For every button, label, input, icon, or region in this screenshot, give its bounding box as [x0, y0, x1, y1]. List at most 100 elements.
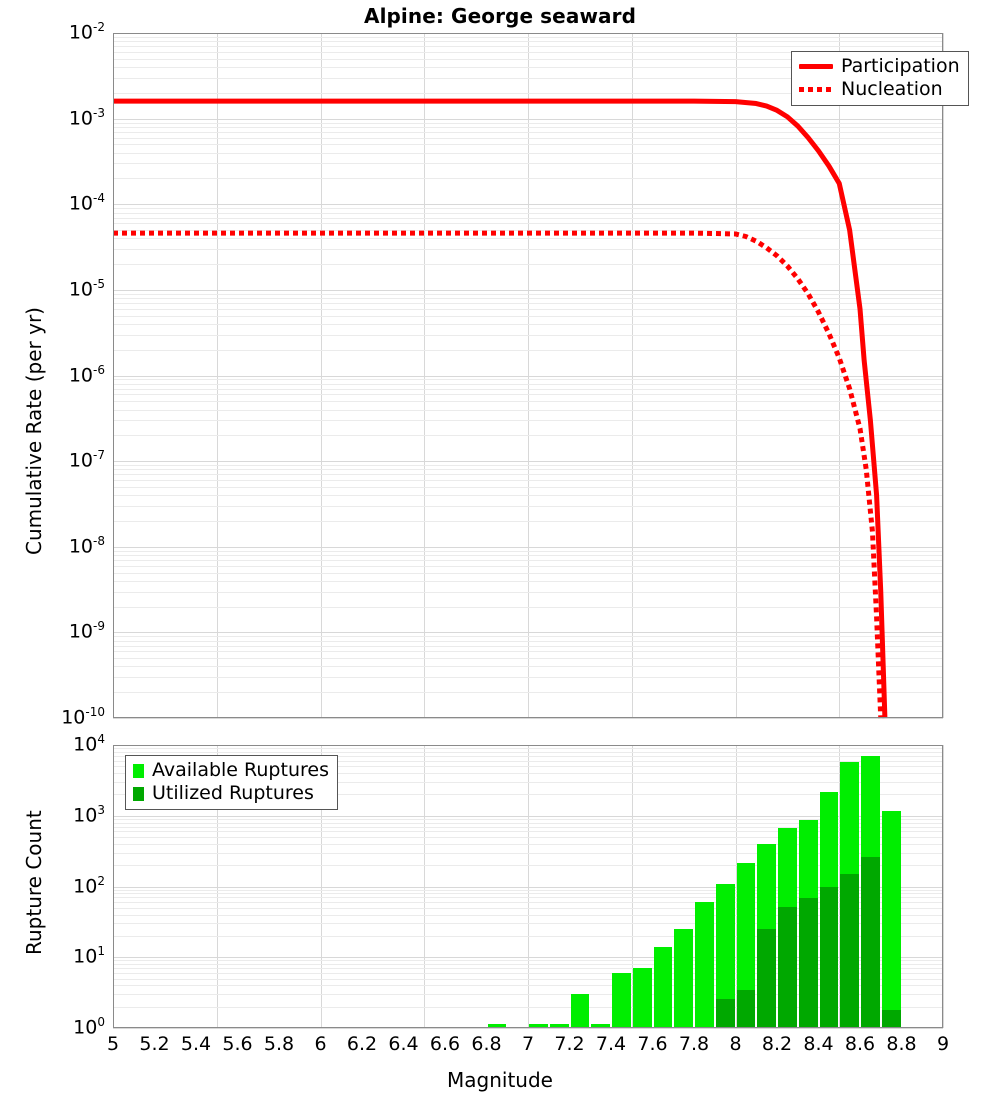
gridline-horizontal-minor: [113, 401, 943, 403]
gridline-horizontal-minor: [113, 208, 943, 210]
gridline-horizontal-minor: [113, 640, 943, 642]
gridline-horizontal-minor: [113, 298, 943, 300]
gridline-horizontal-minor: [113, 122, 943, 124]
gridline-horizontal-minor: [113, 773, 943, 775]
x-tick-label: 6: [314, 1033, 327, 1055]
x-tick-label: 8: [729, 1033, 742, 1055]
bar-group: [612, 745, 631, 1028]
gridline-horizontal-minor: [113, 666, 943, 668]
gridline-horizontal-minor: [113, 843, 943, 845]
gridline-horizontal-minor: [113, 985, 943, 987]
legend-label: Nucleation: [841, 78, 943, 100]
y-tick-label: 10-6: [68, 362, 105, 386]
gridline-horizontal: [113, 745, 943, 746]
bar-available-ruptures: [632, 968, 652, 1028]
gridline-horizontal: [113, 289, 943, 291]
solid-line-swatch-icon: [799, 64, 833, 69]
gridline-horizontal-minor: [113, 831, 943, 833]
gridline-horizontal-minor: [113, 550, 943, 552]
gridline-horizontal: [113, 461, 943, 463]
gridline-horizontal-minor: [113, 379, 943, 381]
top-plot-legend: Participation Nucleation: [791, 51, 969, 106]
page-title: Alpine: George seaward: [363, 4, 636, 28]
bar-group: [715, 745, 735, 1028]
gridline-horizontal-minor: [113, 964, 943, 966]
cumulative-rate-plot: [113, 33, 944, 719]
gridline-horizontal-minor: [113, 914, 943, 916]
bottom-plot-legend: Available Ruptures Utilized Ruptures: [125, 755, 338, 810]
bar-available-ruptures: [736, 862, 756, 1028]
y-tick-label: 10-8: [68, 533, 105, 558]
bar-utilized-ruptures: [715, 998, 735, 1028]
bar-available-ruptures: [674, 929, 693, 1028]
legend-label: Utilized Ruptures: [152, 782, 314, 804]
x-tick-label: 8.4: [803, 1033, 834, 1055]
gridline-horizontal-minor: [113, 755, 943, 757]
gridline-horizontal-minor: [113, 36, 943, 38]
gridline-horizontal-minor: [113, 144, 943, 146]
bar-available-ruptures: [695, 902, 714, 1028]
bar-group: [529, 745, 548, 1028]
gridline-horizontal-minor: [113, 435, 943, 437]
legend-label: Available Ruptures: [152, 759, 329, 781]
x-tick-label: 7.8: [678, 1033, 710, 1055]
gridline-horizontal-minor: [113, 972, 943, 974]
gridline-horizontal: [113, 1028, 943, 1029]
x-tick-label: 7.2: [554, 1033, 585, 1055]
gridline-horizontal-minor: [113, 51, 943, 53]
gridline-horizontal-minor: [113, 822, 943, 824]
x-tick-label: 5.4: [180, 1033, 212, 1055]
gridline-horizontal-minor: [113, 935, 943, 937]
gridline-horizontal-minor: [113, 420, 943, 422]
bar-group: [653, 745, 673, 1028]
gridline-horizontal: [113, 375, 943, 377]
legend-label: Participation: [841, 55, 960, 77]
bar-available-ruptures: [881, 811, 901, 1028]
x-tick-label: 6.8: [471, 1033, 502, 1055]
gridline-horizontal-minor: [113, 334, 943, 336]
y-tick-label: 10-10: [61, 705, 105, 729]
y-tick-label: 10-7: [68, 448, 105, 472]
gridline-horizontal-minor: [113, 818, 943, 820]
gridline-horizontal-minor: [113, 46, 943, 48]
gridline-horizontal-minor: [113, 349, 943, 351]
gridline-horizontal-minor: [113, 760, 943, 762]
gridline-horizontal-minor: [113, 293, 943, 295]
y-tick-label: 101: [73, 944, 105, 968]
bar-utilized-ruptures: [861, 857, 880, 1028]
top-plot-y-axis-label: Cumulative Rate (per yr): [22, 307, 46, 555]
gridline-horizontal-minor: [113, 636, 943, 638]
gridline-horizontal-minor: [113, 469, 943, 471]
gridline-horizontal-minor: [113, 651, 943, 653]
bar-available-ruptures: [591, 1024, 610, 1028]
y-tick-label: 104: [73, 732, 105, 756]
y-tick-label: 10-9: [68, 619, 105, 643]
gridline-horizontal-minor: [113, 131, 943, 133]
gridline-horizontal-minor: [113, 163, 943, 165]
gridline-horizontal-minor: [113, 606, 943, 608]
gridline-horizontal-minor: [113, 212, 943, 214]
gridline-horizontal-minor: [113, 994, 943, 996]
curve-participation: [113, 98, 888, 719]
bar-group: [570, 745, 590, 1028]
x-tick-label: 5.8: [263, 1033, 295, 1055]
y-tick-label: 100: [73, 1015, 105, 1039]
gridline-horizontal: [113, 886, 943, 888]
gridline-horizontal-minor: [113, 486, 943, 488]
gridline-horizontal-minor: [113, 907, 943, 909]
x-tick-label: 6.4: [388, 1033, 419, 1055]
gridline-horizontal-minor: [113, 409, 943, 411]
gridline-horizontal-minor: [113, 766, 943, 768]
gridline-horizontal-minor: [113, 865, 943, 867]
gridline-horizontal-minor: [113, 315, 943, 317]
gridline-horizontal-minor: [113, 230, 943, 232]
bar-group: [674, 745, 693, 1028]
x-tick-label: 8.6: [844, 1033, 876, 1055]
bottom-plot-y-axis-label: Rupture Count: [22, 810, 46, 955]
gridline-horizontal-minor: [113, 152, 943, 154]
bar-group: [778, 745, 797, 1028]
bar-available-ruptures: [487, 1024, 507, 1028]
gridline-horizontal-minor: [113, 520, 943, 522]
gridline-horizontal-minor: [113, 560, 943, 561]
bar-group: [736, 745, 756, 1028]
